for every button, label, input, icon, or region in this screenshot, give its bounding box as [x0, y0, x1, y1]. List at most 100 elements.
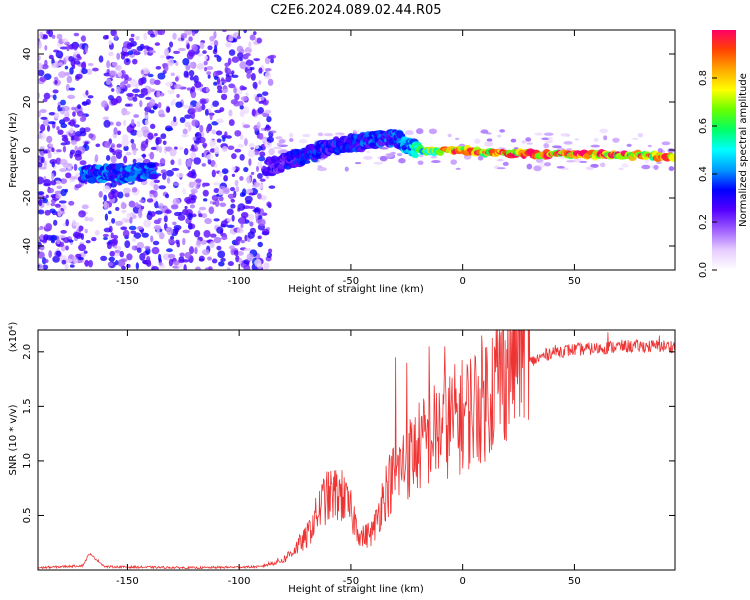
noise-point [50, 173, 55, 181]
noise-point [56, 185, 63, 189]
noise-point [109, 250, 115, 257]
noise-point [196, 239, 201, 246]
noise-point [153, 179, 161, 184]
noise-point [254, 259, 262, 267]
noise-point [165, 81, 173, 87]
noise-point [191, 144, 195, 150]
noise-point [170, 159, 175, 166]
noise-point [115, 206, 120, 211]
noise-point [140, 88, 149, 96]
noise-point [77, 256, 84, 261]
noise-point [239, 134, 244, 140]
noise-point [72, 231, 81, 238]
noise-point [139, 100, 143, 108]
noise-point [58, 200, 67, 204]
noise-point [74, 145, 78, 153]
noise-point [98, 55, 104, 63]
noise-point [158, 113, 166, 118]
colorbar-tick-label: 0.2 [698, 214, 709, 230]
noise-point [213, 236, 222, 244]
noise-point [81, 61, 86, 70]
noise-point [182, 128, 188, 135]
noise-point [120, 201, 126, 210]
noise-point [91, 237, 97, 242]
noise-point [74, 154, 83, 161]
noise-point [38, 191, 45, 195]
noise-point [155, 65, 162, 70]
noise-point [50, 202, 56, 207]
noise-point [202, 50, 207, 54]
noise-point [211, 129, 217, 135]
snr-panel: -150 -100 -50 0 50 0.5 1.0 1.5 2.0 Height of st… [8, 322, 676, 595]
noise-point [108, 39, 113, 46]
noise-point [548, 136, 554, 141]
noise-point [216, 55, 222, 63]
x-tick-label: -100 [228, 576, 251, 587]
noise-point [298, 138, 308, 144]
noise-point [269, 54, 277, 59]
noise-point [182, 259, 190, 263]
noise-point [121, 209, 127, 214]
noise-point [667, 148, 675, 153]
noise-point [204, 217, 212, 225]
noise-point [185, 64, 191, 71]
noise-point [223, 189, 230, 195]
noise-point [200, 239, 207, 245]
noise-point [187, 124, 192, 132]
noise-point [235, 186, 240, 193]
noise-point [60, 123, 68, 129]
noise-point [121, 138, 130, 147]
noise-point [182, 58, 190, 66]
noise-point [243, 30, 248, 34]
noise-point [69, 119, 76, 127]
noise-point [556, 166, 565, 169]
noise-point [190, 90, 197, 99]
noise-point [133, 114, 140, 118]
noise-point [44, 209, 51, 216]
noise-point [56, 149, 62, 153]
noise-point [194, 81, 202, 88]
noise-point [233, 250, 239, 257]
noise-point [259, 151, 266, 158]
noise-point [212, 182, 221, 186]
noise-point [273, 146, 282, 150]
noise-point [126, 92, 134, 97]
noise-point [60, 99, 66, 106]
noise-point [201, 103, 206, 111]
noise-point [626, 143, 632, 148]
noise-point [533, 165, 542, 172]
noise-point [139, 199, 145, 203]
noise-point [404, 130, 414, 136]
noise-point [521, 140, 527, 144]
noise-point [157, 101, 162, 109]
noise-point [115, 121, 122, 127]
noise-point [101, 100, 108, 108]
noise-point [202, 249, 210, 256]
noise-point [109, 70, 117, 76]
noise-point [154, 133, 158, 137]
noise-point [226, 267, 231, 270]
noise-point [204, 67, 208, 72]
noise-point [56, 33, 63, 40]
noise-point [231, 165, 236, 172]
noise-point [262, 101, 269, 106]
noise-point [259, 178, 266, 182]
noise-point [42, 118, 50, 126]
noise-point [243, 124, 251, 129]
noise-point [289, 132, 294, 138]
noise-point [114, 149, 123, 155]
noise-point [266, 201, 272, 207]
noise-point [149, 78, 156, 85]
noise-point [47, 187, 55, 194]
noise-point [126, 58, 130, 63]
noise-point [190, 194, 197, 201]
noise-point [496, 167, 506, 170]
noise-point [216, 138, 222, 143]
noise-point [170, 235, 175, 240]
noise-point [121, 134, 129, 141]
noise-point [237, 251, 244, 256]
noise-point [114, 245, 118, 249]
noise-point [255, 95, 260, 102]
noise-point [132, 88, 140, 93]
noise-point [136, 129, 144, 138]
